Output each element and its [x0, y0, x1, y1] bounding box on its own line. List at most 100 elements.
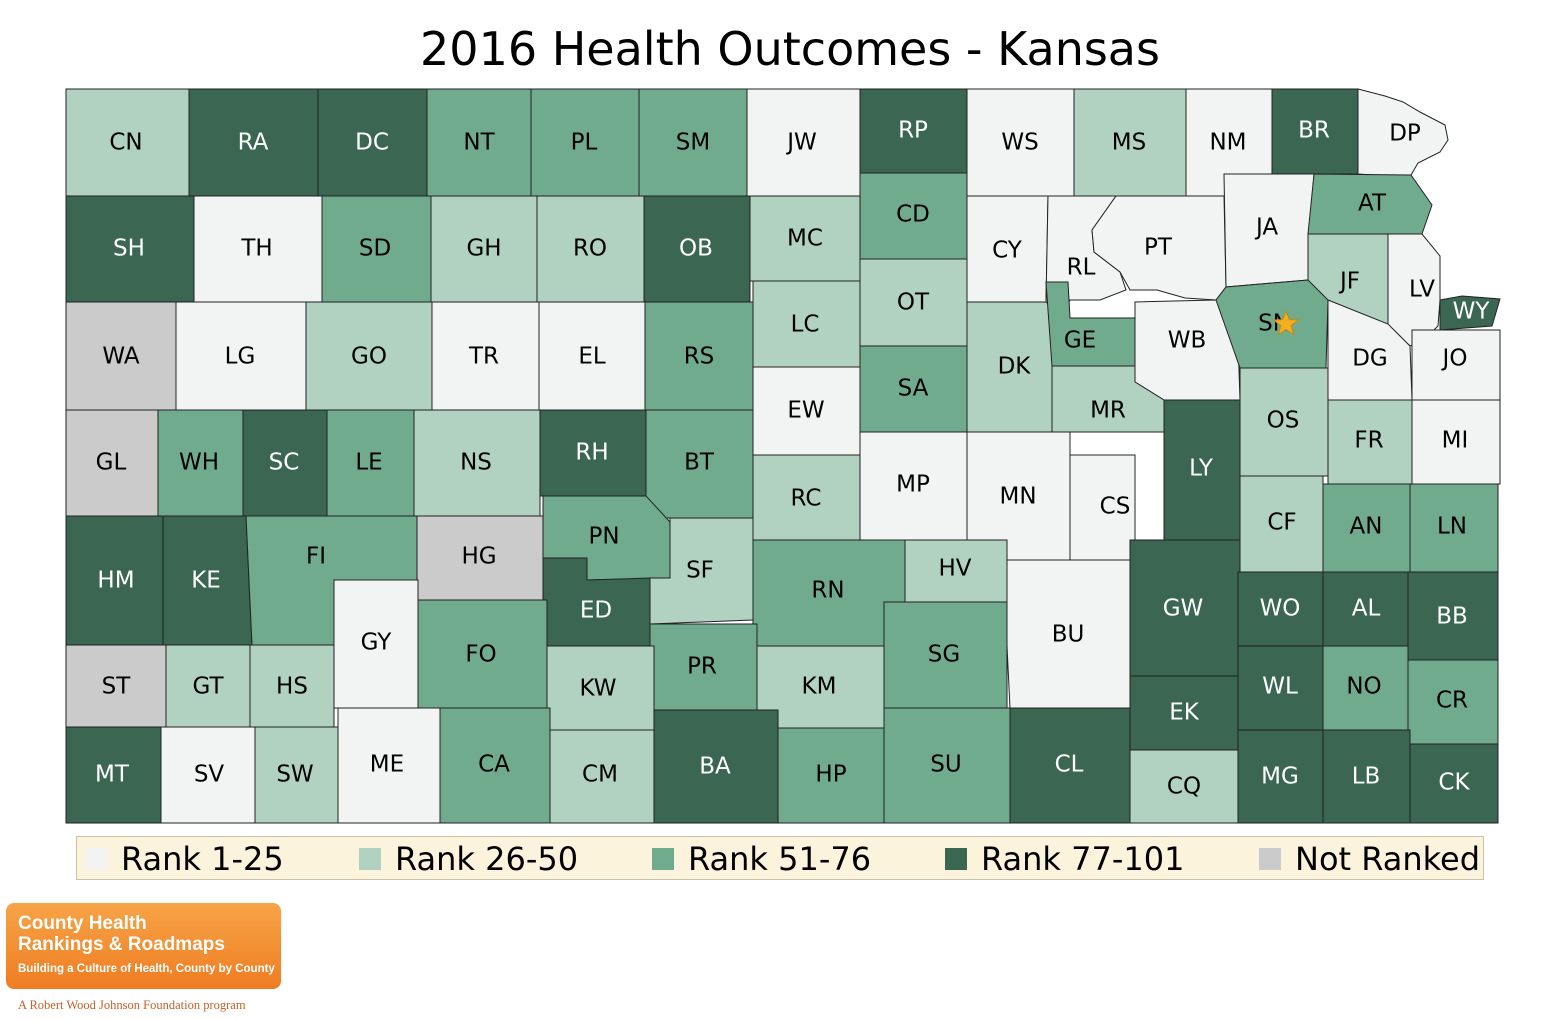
county-label-wl: WL	[1262, 674, 1298, 700]
county-cn	[65, 88, 190, 197]
county-label-sv: SV	[194, 762, 225, 788]
legend-label: Rank 51-76	[688, 840, 872, 878]
logo-line-2: Rankings & Roadmaps	[18, 934, 225, 955]
county-label-an: AN	[1350, 514, 1383, 540]
county-rp	[859, 88, 968, 174]
county-label-nm: NM	[1209, 130, 1246, 156]
county-label-cs: CS	[1100, 494, 1131, 520]
county-jw	[746, 88, 861, 197]
county-br	[1271, 88, 1359, 175]
county-nt	[426, 88, 532, 197]
county-label-ws: WS	[1001, 130, 1038, 156]
county-label-rp: RP	[898, 118, 928, 144]
county-label-sg: SG	[928, 642, 960, 668]
county-label-mp: MP	[896, 472, 930, 498]
county-label-hg: HG	[461, 544, 496, 570]
county-label-bb: BB	[1436, 604, 1468, 630]
county-label-rn: RN	[811, 578, 844, 604]
county-label-sd: SD	[359, 236, 391, 262]
county-label-wy: WY	[1453, 299, 1491, 325]
county-label-ba: BA	[699, 754, 731, 780]
county-label-dc: DC	[355, 130, 389, 156]
county-th	[193, 195, 323, 303]
county-bb	[1407, 571, 1499, 661]
county-label-wh: WH	[179, 450, 219, 476]
county-label-br: BR	[1298, 118, 1330, 144]
county-label-ja: JA	[1254, 215, 1278, 241]
county-sa	[859, 345, 968, 433]
county-label-ge: GE	[1064, 328, 1096, 354]
county-label-dk: DK	[998, 354, 1032, 380]
county-rs	[644, 301, 754, 411]
legend-item-rank-26-50: Rank 26-50	[359, 837, 578, 881]
county-label-cf: CF	[1267, 510, 1296, 536]
county-hm	[65, 515, 164, 646]
county-label-gl: GL	[96, 450, 127, 476]
county-sg	[883, 601, 1008, 709]
county-kw	[546, 645, 655, 731]
county-ws	[966, 88, 1075, 197]
county-pr	[649, 623, 758, 711]
county-wo	[1237, 571, 1324, 647]
county-label-rs: RS	[684, 344, 715, 370]
county-label-sh: SH	[113, 236, 145, 262]
county-label-le: LE	[355, 450, 382, 476]
county-label-jw: JW	[785, 130, 817, 156]
county-hs	[249, 644, 335, 728]
county-label-el: EL	[578, 344, 606, 370]
county-label-ck: CK	[1438, 770, 1470, 796]
county-label-sw: SW	[276, 762, 313, 788]
county-mg	[1237, 729, 1324, 824]
county-mt	[65, 726, 162, 824]
county-ns	[413, 409, 541, 517]
county-sv	[160, 726, 256, 824]
county-lb	[1322, 729, 1411, 824]
county-label-jf: JF	[1338, 269, 1360, 295]
county-label-mi: MI	[1442, 428, 1469, 454]
county-jo	[1411, 329, 1501, 401]
county-label-st: ST	[102, 674, 132, 700]
county-label-lb: LB	[1352, 764, 1381, 790]
county-cm	[549, 729, 655, 824]
county-label-mn: MN	[999, 484, 1036, 510]
county-ra	[188, 88, 319, 197]
county-label-me: ME	[370, 752, 404, 778]
county-label-dp: DP	[1389, 121, 1421, 147]
county-label-kw: KW	[579, 676, 616, 702]
county-label-pt: PT	[1144, 235, 1173, 261]
county-me	[337, 707, 441, 824]
county-ob	[643, 195, 751, 303]
county-label-at: AT	[1358, 191, 1387, 217]
foundation-credit: A Robert Wood Johnson Foundation program	[18, 998, 246, 1012]
county-lc	[752, 280, 861, 368]
county-label-mc: MC	[787, 226, 823, 252]
county-label-km: KM	[802, 674, 837, 700]
county-wa	[65, 301, 177, 411]
county-label-cr: CR	[1436, 688, 1468, 714]
legend-swatch	[1259, 848, 1281, 870]
county-label-ra: RA	[238, 130, 269, 156]
county-ro	[536, 195, 645, 303]
county-label-ro: RO	[573, 236, 607, 262]
county-gl	[65, 409, 159, 517]
county-label-tr: TR	[468, 344, 499, 370]
county-ck	[1409, 743, 1499, 824]
county-label-cn: CN	[109, 130, 142, 156]
county-label-rl: RL	[1067, 255, 1096, 281]
county-label-bt: BT	[684, 450, 715, 476]
legend-swatch	[85, 848, 107, 870]
county-label-ek: EK	[1169, 700, 1200, 726]
chrr-logo: County Health Rankings & Roadmaps Buildi…	[6, 903, 281, 989]
county-label-gw: GW	[1163, 596, 1204, 622]
map-title: 2016 Health Outcomes - Kansas	[420, 22, 1160, 76]
county-hp	[777, 727, 885, 824]
county-label-fo: FO	[465, 642, 496, 668]
legend-swatch	[359, 848, 381, 870]
county-label-ly: LY	[1189, 456, 1214, 482]
county-label-hs: HS	[276, 674, 308, 700]
county-el	[538, 301, 646, 411]
county-no	[1322, 645, 1409, 731]
county-tr	[431, 301, 540, 411]
legend: Rank 1-25 Rank 26-50 Rank 51-76 Rank 77-101…	[76, 836, 1484, 880]
